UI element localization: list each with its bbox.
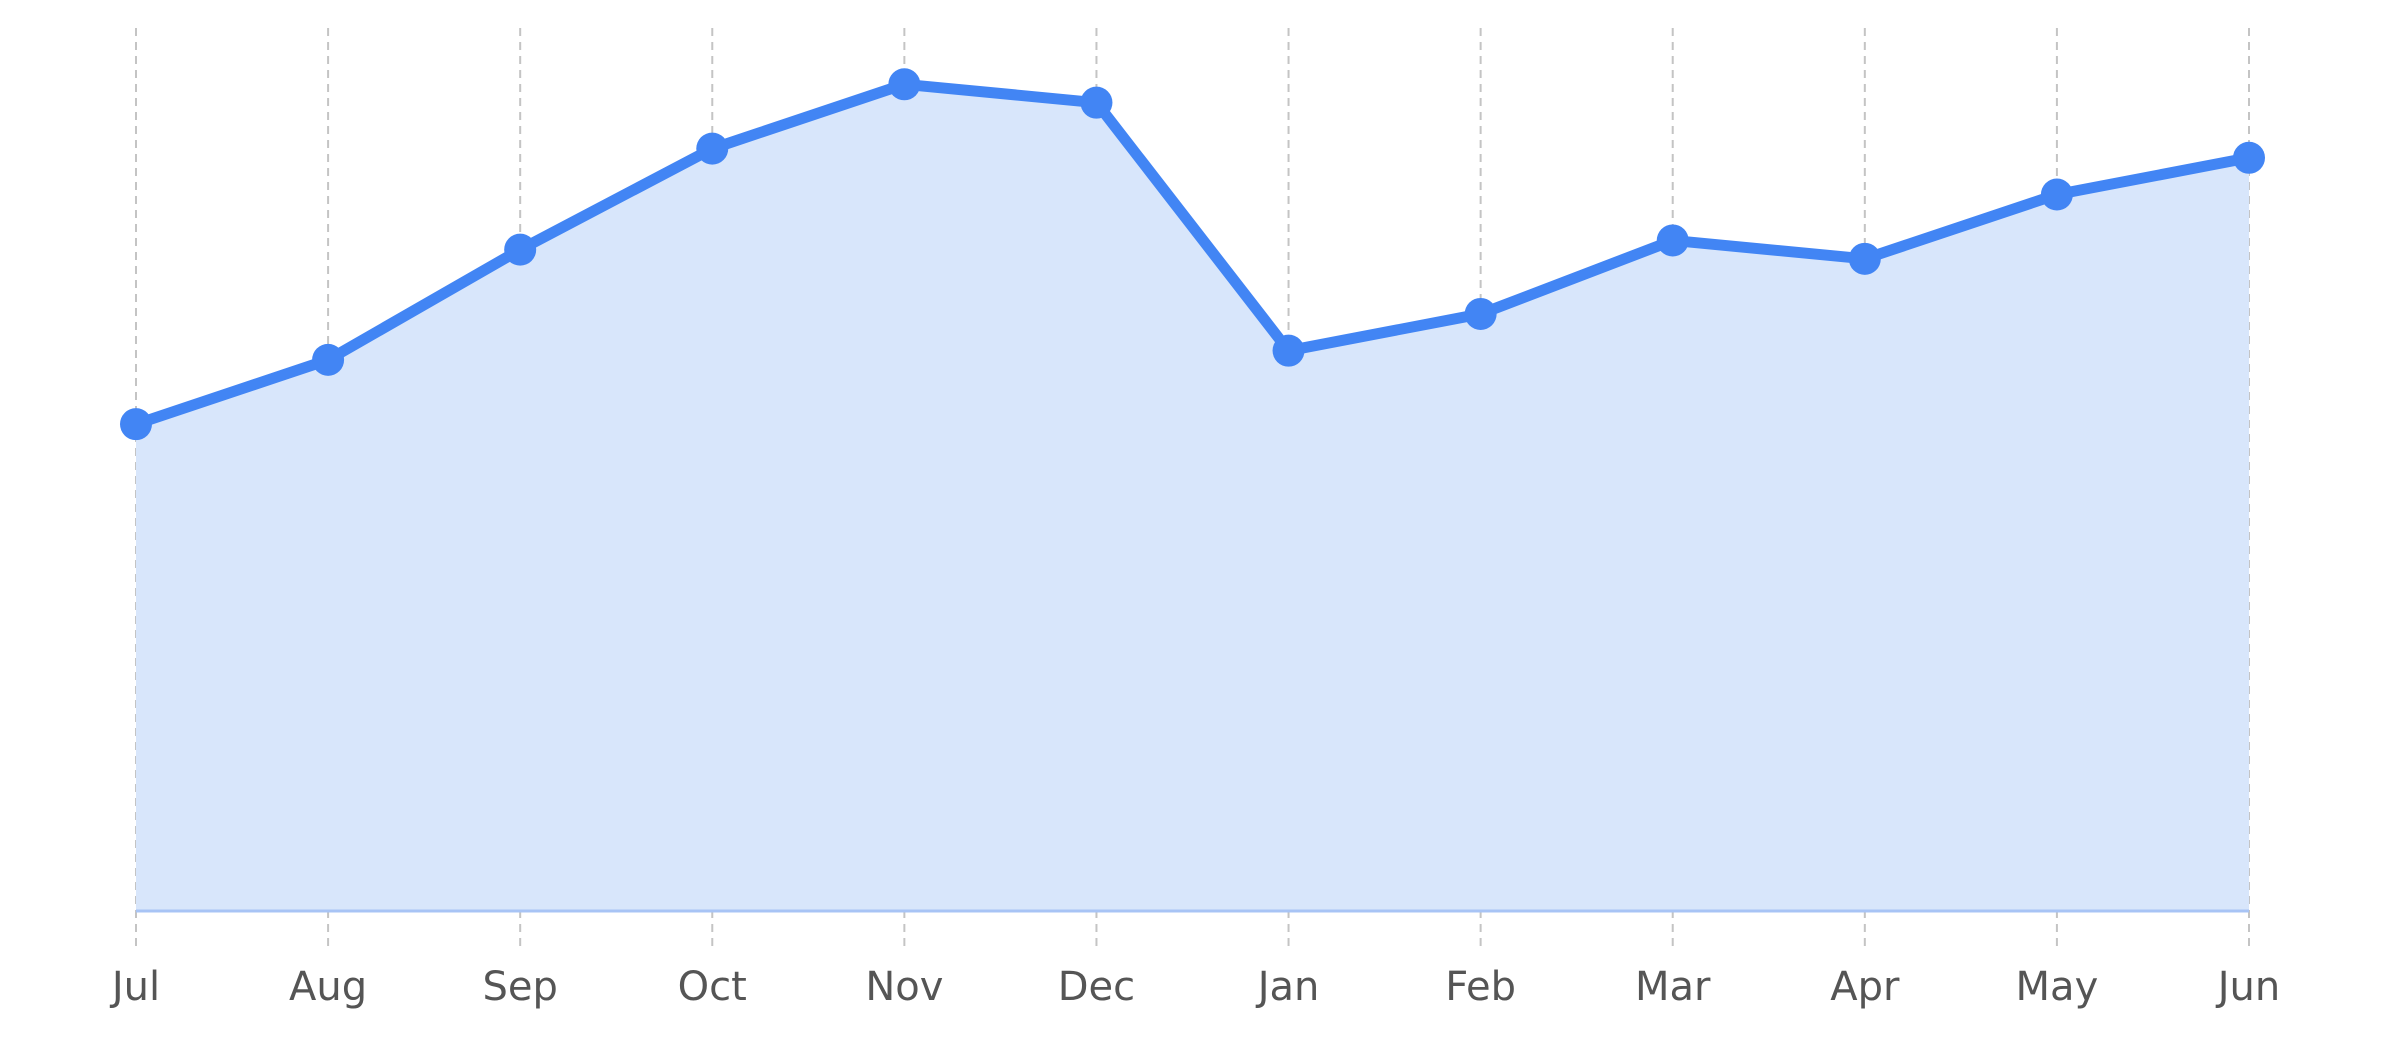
- x-tick-label-dec: Dec: [1058, 964, 1135, 1010]
- area-fill: [136, 84, 2249, 912]
- data-point-aug: [312, 343, 345, 376]
- data-point-jul: [120, 408, 152, 441]
- x-tick-label-may: May: [2016, 964, 2099, 1010]
- data-point-may: [2040, 178, 2073, 211]
- x-tick-label-jun: Jun: [2215, 964, 2281, 1010]
- data-point-nov: [888, 68, 921, 101]
- data-point-mar: [1656, 224, 1689, 257]
- series-line: [130, 78, 2255, 430]
- x-tick-label-sep: Sep: [482, 964, 557, 1010]
- point-layer: [120, 68, 2265, 441]
- x-tick-label-mar: Mar: [1635, 964, 1711, 1010]
- data-point-oct: [696, 132, 729, 165]
- x-axis-ticks: Jul Aug Sep Oct Nov Dec Jan Feb Mar Apr May Jun: [109, 964, 2280, 1010]
- x-tick-label-apr: Apr: [1830, 964, 1900, 1010]
- x-tick-label-feb: Feb: [1445, 964, 1516, 1010]
- x-tick-label-aug: Aug: [289, 964, 367, 1010]
- line-layer: [130, 78, 2255, 430]
- data-point-jan: [1272, 334, 1305, 367]
- data-point-feb: [1464, 297, 1497, 330]
- x-tick-label-jul: Jul: [109, 964, 160, 1010]
- x-tick-label-oct: Oct: [678, 964, 747, 1010]
- data-point-jun: [2233, 141, 2265, 174]
- data-point-dec: [1080, 86, 1113, 119]
- data-point-apr: [1848, 242, 1881, 275]
- x-tick-label-nov: Nov: [865, 964, 943, 1010]
- area-layer: [136, 84, 2249, 913]
- x-tick-label-jan: Jan: [1255, 964, 1320, 1010]
- data-point-sep: [504, 233, 537, 266]
